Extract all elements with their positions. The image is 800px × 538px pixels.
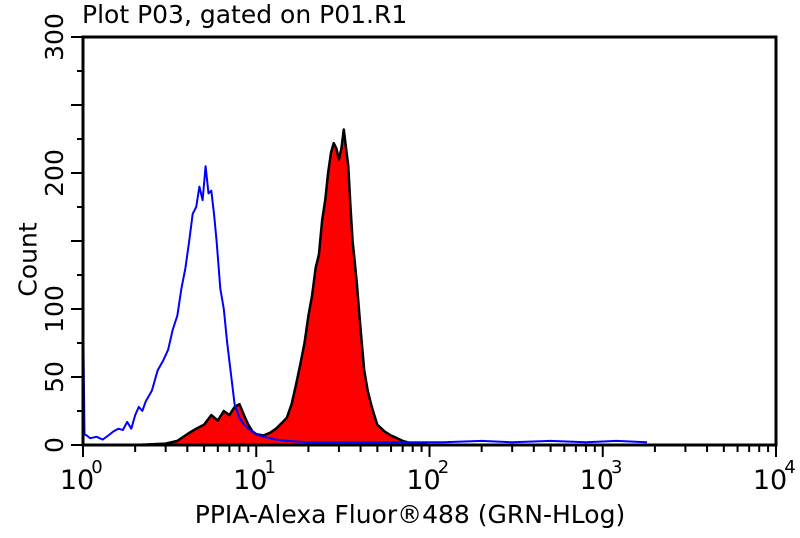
control-histogram-line (82, 165, 648, 444)
x-tick-exponent: 1 (265, 457, 276, 478)
series-layer (81, 128, 648, 447)
chart-title: Plot P03, gated on P01.R1 (82, 0, 408, 29)
y-tick-label: 200 (40, 149, 69, 197)
y-axis-label: Count (13, 222, 43, 297)
x-tick-label: 10 (60, 465, 94, 496)
x-tick-label: 10 (580, 465, 614, 496)
x-tick-label: 10 (753, 465, 787, 496)
y-tick-label: 0 (40, 437, 69, 453)
x-tick-label: 10 (233, 465, 267, 496)
x-tick-label: 10 (406, 465, 440, 496)
y-tick-label: 50 (40, 361, 69, 393)
x-tick-exponent: 4 (784, 457, 795, 478)
y-tick-label: 300 (40, 13, 69, 61)
x-tick-exponent: 2 (438, 457, 449, 478)
x-axis-label: PPIA-Alexa Fluor®488 (GRN-HLog) (194, 500, 626, 529)
plot-frame (81, 35, 778, 447)
y-tick-label: 100 (40, 285, 69, 333)
x-tick-exponent: 3 (611, 457, 622, 478)
sample-histogram-area (81, 128, 431, 447)
x-tick-exponent: 0 (91, 457, 102, 478)
